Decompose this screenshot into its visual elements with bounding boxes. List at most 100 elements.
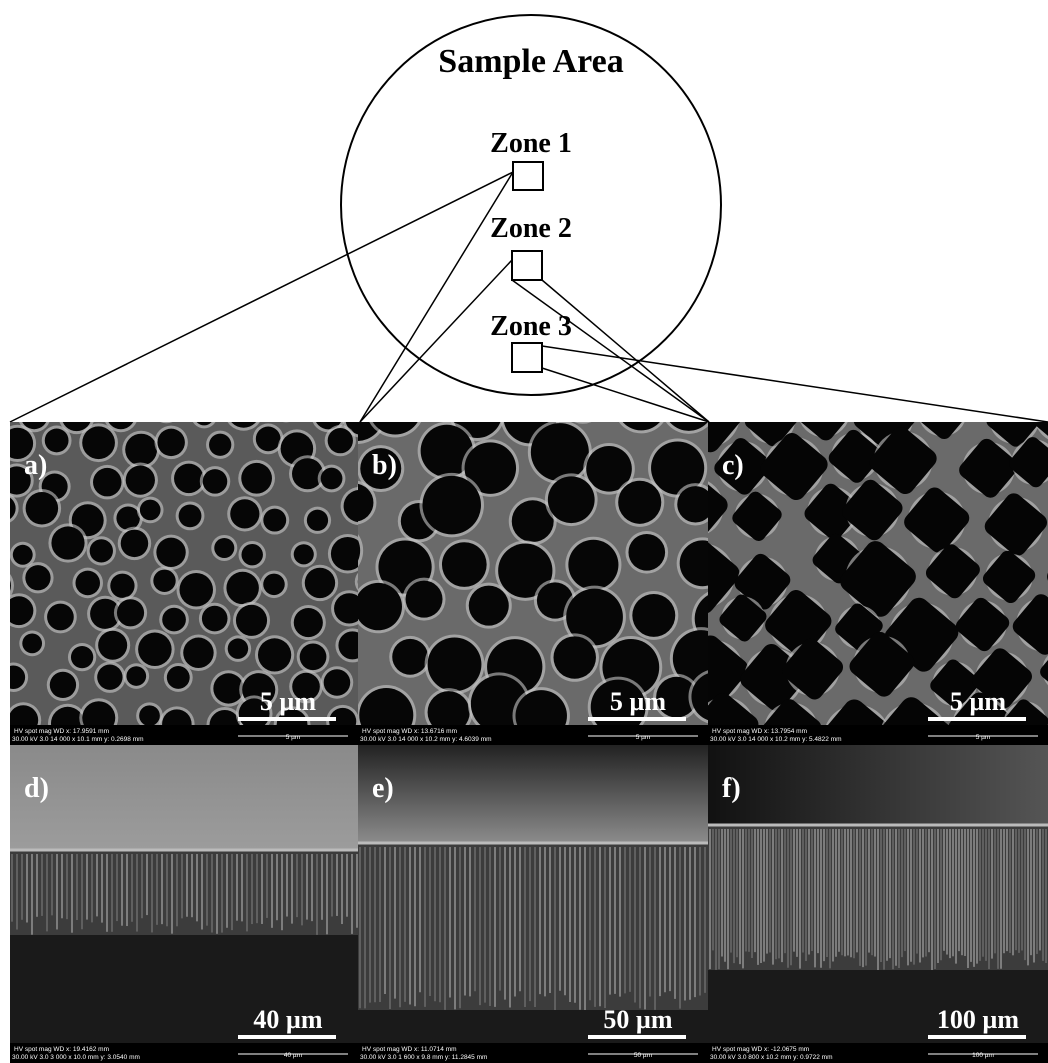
pore <box>328 428 353 453</box>
pore <box>0 407 2 431</box>
info-line: 30.00 kV 3.0 800 x 10.2 mm y: 0.9722 mm <box>710 1054 832 1061</box>
pore <box>22 633 42 653</box>
info-line: 30.00 kV 3.0 14 000 x 10.2 mm y: 5.4822 … <box>710 736 842 743</box>
pore <box>167 666 190 689</box>
sem-image <box>10 745 358 1043</box>
pore <box>126 465 155 494</box>
pore <box>154 395 179 420</box>
pore <box>116 506 139 529</box>
scale-bar-label: 40 µm <box>253 1005 322 1034</box>
pore <box>324 669 351 696</box>
pore <box>263 509 286 532</box>
info-line: HV spot mag WD x: 17.9591 mm <box>14 728 109 735</box>
pore <box>194 405 214 425</box>
pore <box>553 636 595 678</box>
pore <box>226 572 258 604</box>
pore <box>50 672 76 698</box>
pore <box>355 583 402 630</box>
pore <box>314 401 343 430</box>
pore <box>21 402 48 429</box>
pore <box>110 574 134 598</box>
panel-label: a) <box>24 450 47 481</box>
panel-label: b) <box>372 450 397 481</box>
pore <box>618 481 661 524</box>
sample-title: Sample Area <box>438 43 623 80</box>
sem-panel: HV spot mag WD x: 11.0714 mm30.00 kV 3.0… <box>358 745 708 1063</box>
pore <box>179 573 213 607</box>
pore <box>126 666 146 686</box>
info-scale-text: 5 µm <box>286 734 301 741</box>
pore <box>228 638 248 658</box>
pore <box>406 581 443 618</box>
pore <box>25 565 50 590</box>
pore <box>71 646 93 668</box>
surface <box>708 745 1048 825</box>
pore <box>258 638 291 671</box>
pore <box>90 539 113 562</box>
pore <box>13 545 33 565</box>
pore <box>209 434 231 456</box>
pore <box>121 530 149 558</box>
panel-label: e) <box>372 773 394 804</box>
info-line: HV spot mag WD x: 11.0714 mm <box>362 1046 457 1053</box>
info-line: HV spot mag WD x: 19.4162 mm <box>14 1046 109 1053</box>
pore <box>428 638 482 692</box>
pore <box>321 468 343 490</box>
pore <box>179 504 202 527</box>
scale-bar-label: 50 µm <box>603 1005 672 1034</box>
pore <box>153 570 175 592</box>
pore <box>51 526 84 559</box>
pore <box>138 633 172 667</box>
pore-rim <box>0 404 5 434</box>
info-line: 30.00 kV 3.0 3 000 x 10.0 mm y: 3.0540 m… <box>12 1054 140 1061</box>
pore <box>628 534 665 571</box>
panel-label: c) <box>722 450 744 481</box>
pore <box>213 673 243 703</box>
pore <box>75 571 100 596</box>
pore <box>294 608 323 637</box>
pore <box>97 665 122 690</box>
pore <box>548 476 595 523</box>
scale-bar-label: 5 µm <box>260 687 316 716</box>
zone-label: Zone 3 <box>490 311 572 342</box>
pore-rim <box>0 631 4 658</box>
info-line: 30.00 kV 3.0 14 000 x 10.1 mm y: 0.2698 … <box>12 736 144 743</box>
pore <box>0 570 11 602</box>
pore <box>4 596 33 625</box>
pore <box>214 538 234 558</box>
pore <box>442 542 487 587</box>
pore <box>62 401 92 431</box>
pore <box>230 499 259 528</box>
scale-bar-label: 5 µm <box>610 687 666 716</box>
sem-image <box>708 745 1048 1043</box>
pore <box>256 427 281 452</box>
pore <box>93 468 121 496</box>
info-line: HV spot mag WD x: -12.0675 mm <box>712 1046 809 1053</box>
pore <box>202 606 228 632</box>
pore <box>174 464 204 494</box>
pore <box>2 666 25 689</box>
info-scale-text: 100 µm <box>972 1052 994 1059</box>
figure: Sample Area Zone 1 Zone 2 Zone 3 HV spot… <box>0 0 1048 1063</box>
sem-image <box>0 390 405 770</box>
pore <box>98 631 127 660</box>
pore <box>292 458 323 489</box>
pore <box>183 638 213 668</box>
pore <box>469 586 509 626</box>
zone-label: Zone 1 <box>490 128 572 159</box>
pore <box>26 492 59 525</box>
pore <box>227 395 260 428</box>
pore <box>125 434 157 466</box>
pore <box>307 510 328 531</box>
pore <box>0 634 1 655</box>
pore <box>263 574 284 595</box>
pore <box>156 538 185 567</box>
pore <box>392 639 428 675</box>
pore <box>568 540 618 590</box>
pore <box>300 643 327 670</box>
pore <box>157 429 184 456</box>
pore <box>305 568 335 598</box>
